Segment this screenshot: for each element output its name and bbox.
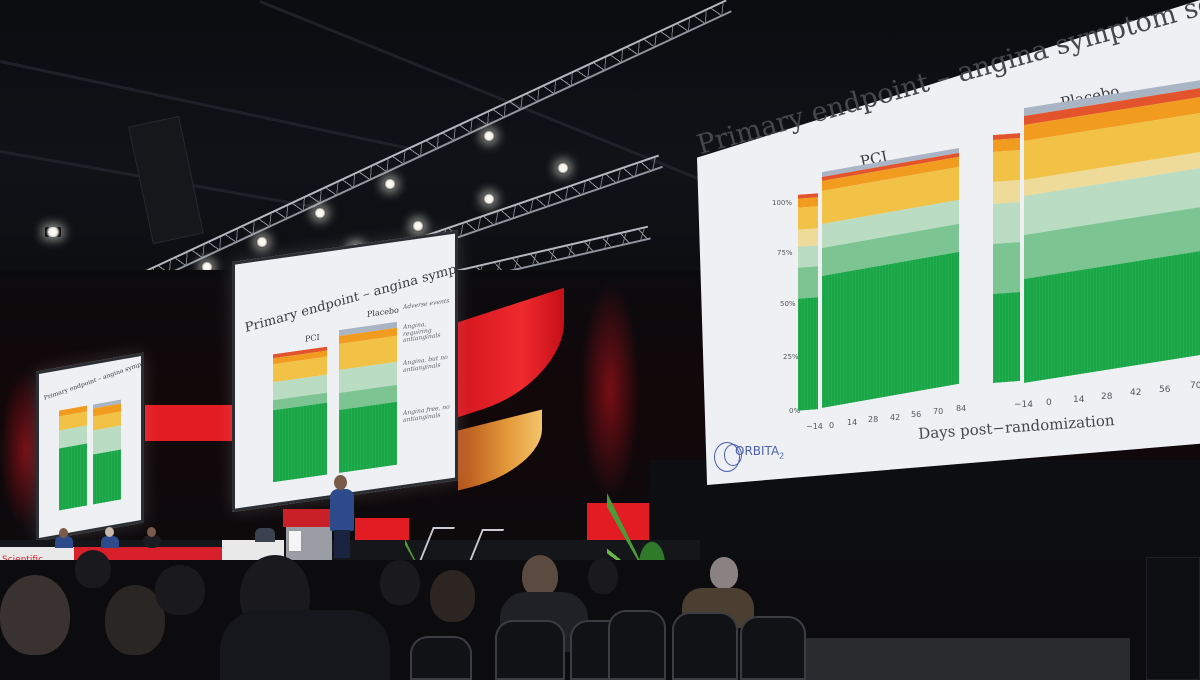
- audience-member: [75, 550, 111, 588]
- chair: [740, 616, 806, 680]
- chair: [410, 636, 472, 680]
- arm-label-placebo: Placebo: [367, 305, 399, 320]
- pci-baseline-bars: [798, 193, 818, 411]
- audience-body: [220, 610, 390, 680]
- x-tick-pci: 70: [933, 407, 944, 416]
- y-tick: 0%: [789, 407, 801, 415]
- audience-member: [430, 570, 475, 622]
- legend-angina-requiring: Angina, requiring antianginals: [403, 320, 441, 345]
- stage-light-icon: [483, 130, 495, 142]
- x-tick-placebo: 42: [1130, 388, 1142, 398]
- panelist: [55, 536, 73, 548]
- x-tick-placebo: 14: [1073, 395, 1085, 405]
- x-tick-placebo: 70: [1190, 381, 1200, 391]
- chair: [608, 610, 666, 680]
- audience-member: [522, 555, 558, 597]
- x-tick-pci: −14: [806, 422, 823, 431]
- pci-followup-bars: [822, 147, 959, 408]
- panelist-head: [105, 527, 114, 537]
- podium-top: [283, 509, 341, 527]
- audience-member: [155, 565, 205, 615]
- panelist: [255, 528, 275, 542]
- audience-member: [0, 575, 70, 655]
- y-tick: 25%: [783, 353, 799, 361]
- legend-angina-free: Angina free, no antianginals: [403, 403, 450, 424]
- stage-light-icon: [45, 227, 61, 237]
- placebo-followup-bars: [1024, 80, 1200, 383]
- orbita-logo-subscript: 2: [779, 451, 785, 461]
- placebo-stacked-bars: [93, 399, 121, 505]
- x-tick-pci: 0: [829, 421, 835, 430]
- floor: [800, 638, 1130, 680]
- stage-light-icon: [483, 193, 495, 205]
- orbita-logo-ring-icon: [724, 444, 742, 466]
- speaker: [330, 489, 354, 531]
- panelist-head: [59, 528, 68, 538]
- x-tick-pci: 42: [890, 413, 901, 422]
- x-tick-placebo: 28: [1101, 392, 1113, 402]
- y-tick: 50%: [780, 300, 796, 308]
- placebo-baseline-bars: [993, 133, 1020, 383]
- speaker-head: [334, 475, 347, 490]
- x-tick-pci: 56: [911, 410, 922, 419]
- chair: [495, 620, 565, 680]
- x-tick-placebo: 56: [1159, 385, 1171, 395]
- audience-member: [380, 560, 420, 605]
- arm-label-pci: PCI: [305, 332, 320, 344]
- left-projection-screen: Primary endpoint – angina symptom score: [36, 352, 144, 542]
- x-tick-pci: 28: [868, 415, 879, 424]
- x-tick-pci: 84: [956, 404, 967, 413]
- x-tick-placebo: −14: [1014, 400, 1033, 410]
- stage-light-icon: [314, 207, 326, 219]
- stage-light-icon: [384, 178, 396, 190]
- x-tick-pci: 14: [847, 418, 858, 427]
- legend-adverse-events: Adverse events: [403, 297, 450, 311]
- stage-light-icon: [412, 220, 424, 232]
- podium-logo-icon: [288, 530, 302, 552]
- monitor-box: [1146, 557, 1200, 680]
- speaker-legs: [334, 530, 350, 558]
- x-tick-placebo: 0: [1046, 398, 1052, 408]
- stage-light-icon: [557, 162, 569, 174]
- legend-angina-no-antianginals: Angina, but no antianginals: [403, 353, 448, 374]
- audience-member: [710, 557, 738, 589]
- pci-stacked-bars: [59, 405, 87, 511]
- panelist-head: [147, 527, 156, 537]
- y-tick: 75%: [777, 249, 793, 257]
- y-tick: 100%: [772, 199, 793, 207]
- orbita-logo: ORBITA2: [735, 444, 784, 460]
- middle-projection-screen: Primary endpoint – angina symptom score …: [232, 230, 458, 512]
- orbita-logo-text: ORBITA: [735, 444, 780, 458]
- panelist: [101, 536, 119, 548]
- red-uplight: [580, 280, 640, 500]
- panelist: [143, 535, 161, 548]
- chair: [672, 612, 738, 680]
- placebo-stacked-bars: [339, 321, 397, 473]
- stage-light-icon: [256, 236, 268, 248]
- pci-stacked-bars: [273, 346, 327, 483]
- audience-member: [588, 558, 618, 594]
- red-backdrop-panel: [145, 405, 240, 441]
